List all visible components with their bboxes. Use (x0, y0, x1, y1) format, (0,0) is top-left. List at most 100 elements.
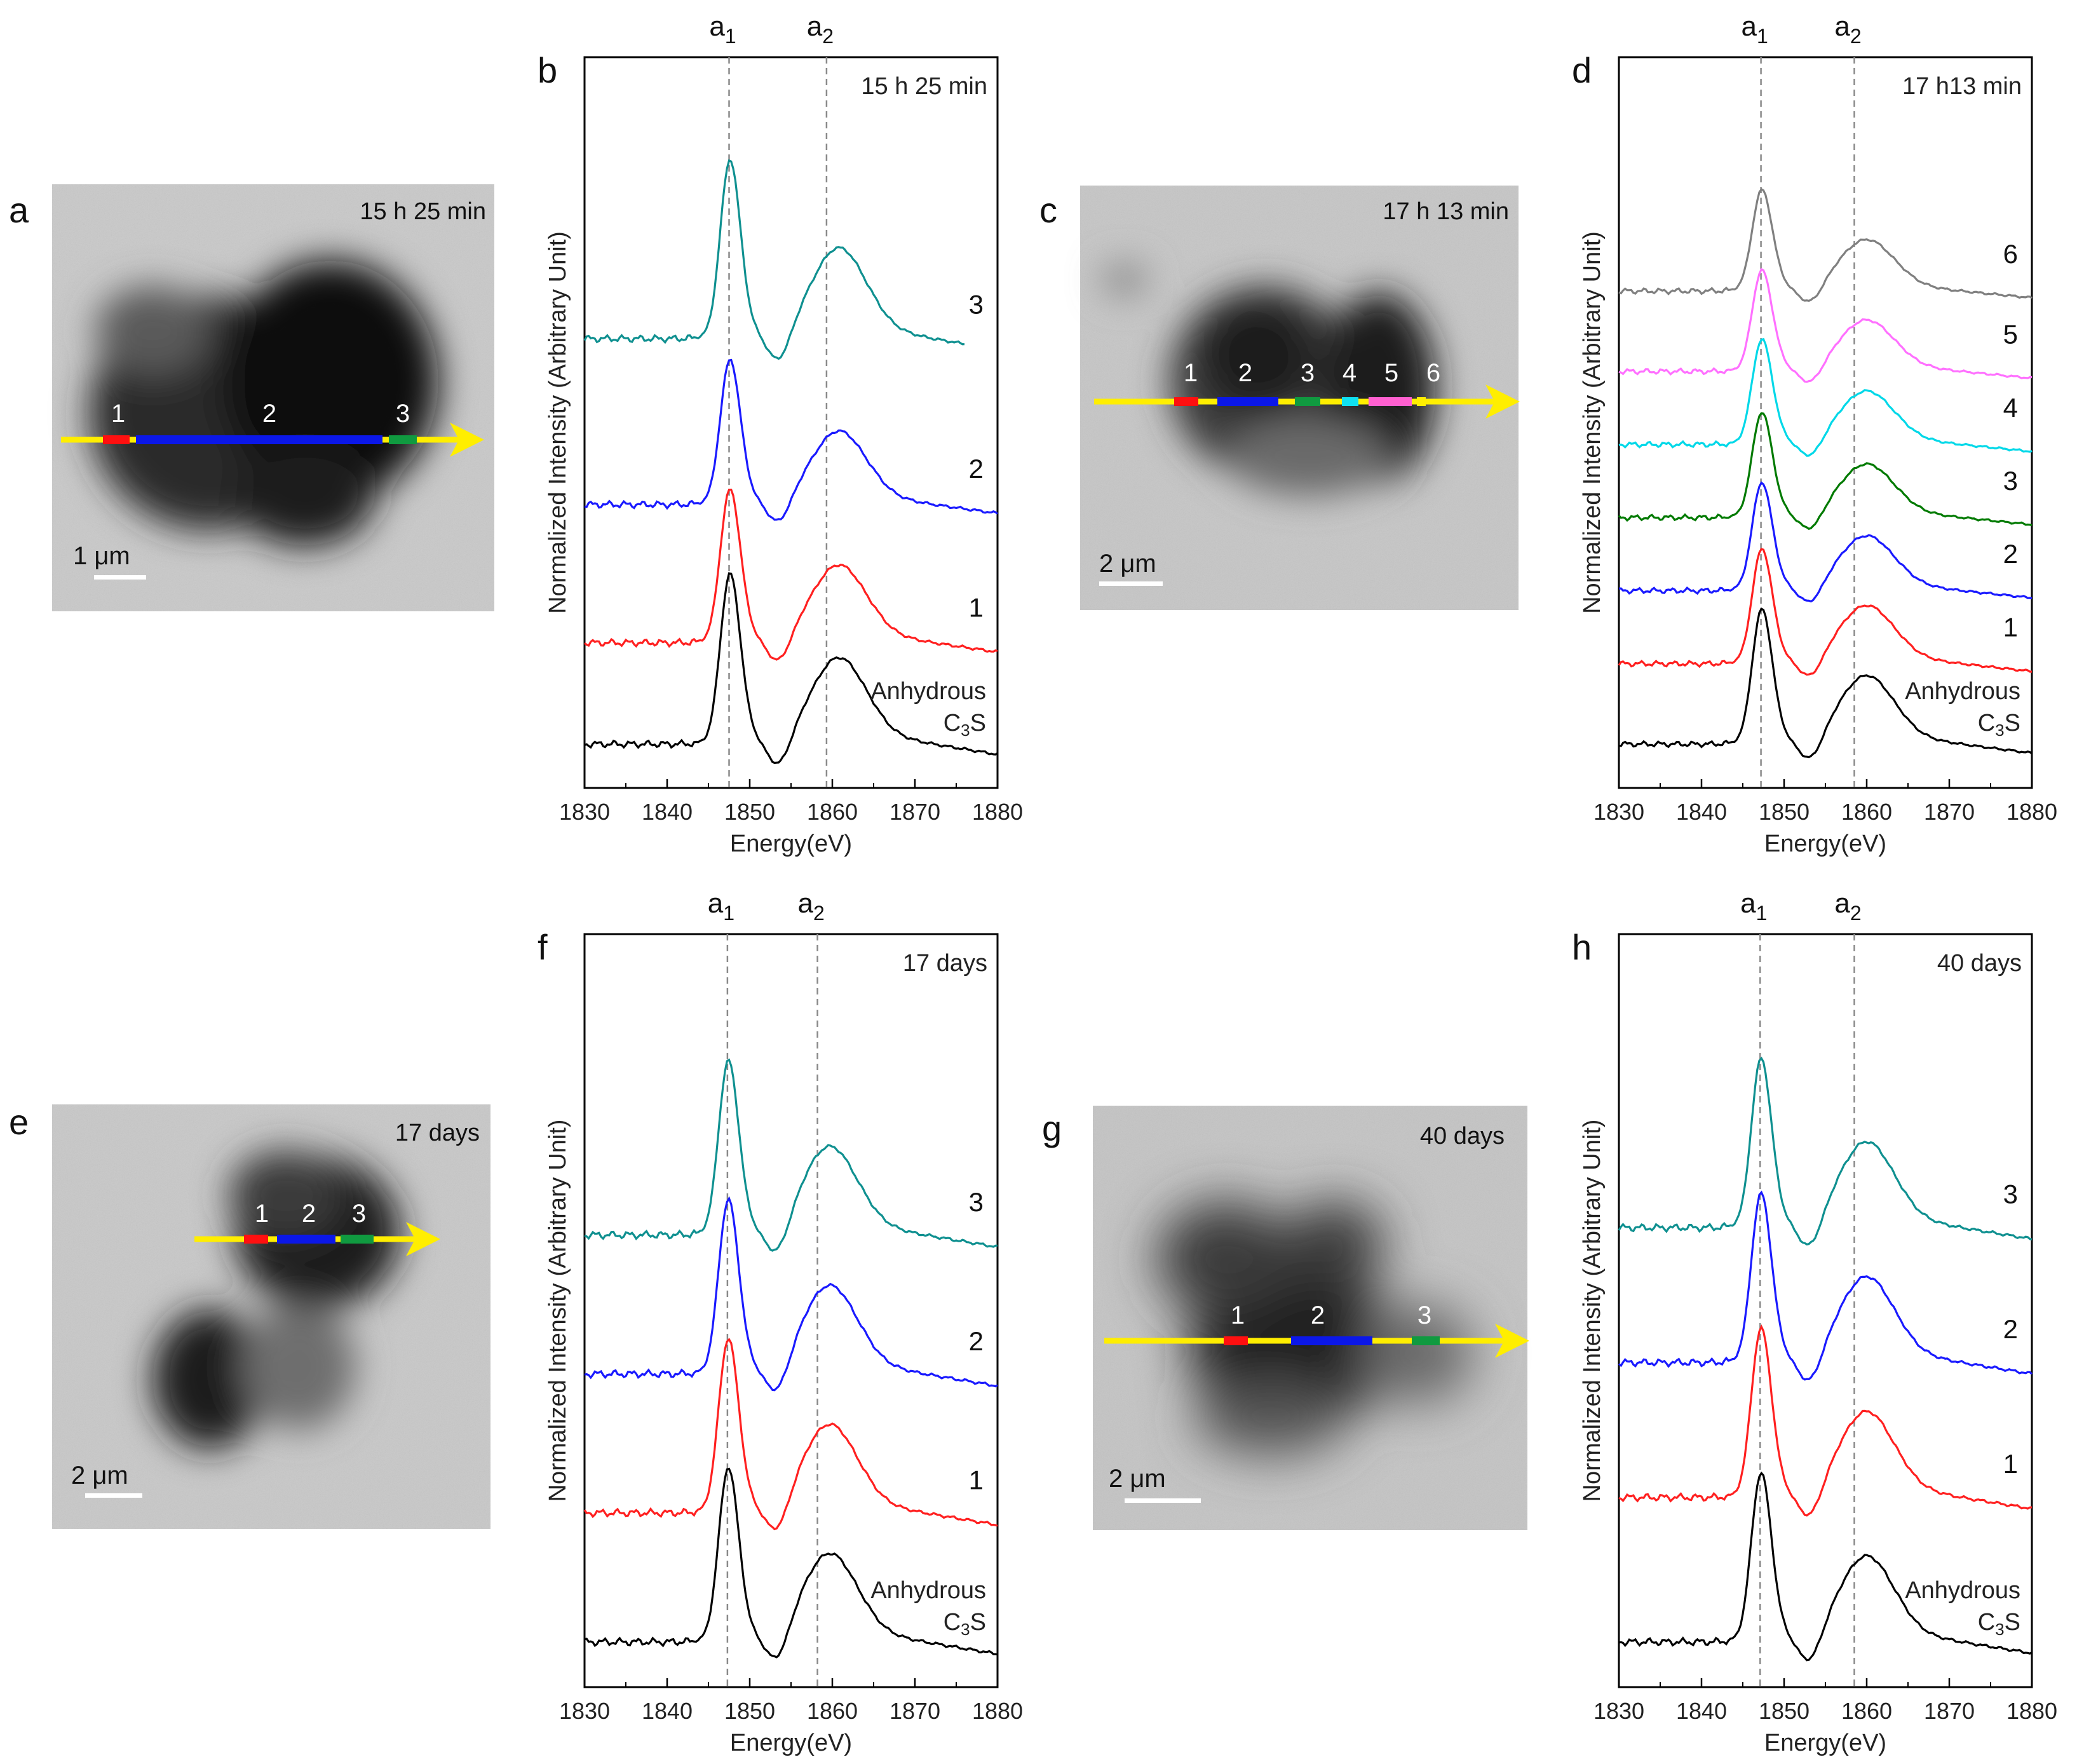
peak-label-a1: a1 (709, 11, 736, 48)
series-label-4: 4 (2003, 393, 2018, 423)
series-line-3 (1618, 1056, 2033, 1245)
series-line-2 (584, 1196, 998, 1392)
series-label-3: 3 (2003, 1179, 2018, 1209)
segment-c-3 (1295, 397, 1320, 406)
series-line-2 (1618, 1190, 2033, 1381)
reference-label-c3s: C3S (944, 1609, 986, 1639)
scale-label-e: 2 μm (71, 1462, 128, 1489)
peak-label-a1: a1 (1741, 11, 1768, 48)
series-line-1 (583, 1338, 998, 1531)
reference-label-c3s: C3S (944, 710, 986, 740)
x-tick-label-1850: 1850 (1759, 1698, 1810, 1724)
segment-e-3-label: 3 (352, 1200, 366, 1228)
spectrum-plot-f: f 17 days 1830 1840 1850 1860 1870 1880 Energy(e… (538, 888, 1023, 1756)
x-tick-label-1840: 1840 (642, 1698, 693, 1724)
plot-time-d: 17 h13 min (1902, 73, 2022, 100)
segment-a-2-label: 2 (262, 400, 276, 428)
scale-bar-g (1125, 1498, 1201, 1503)
y-axis-label-b: Normalized Intensity (Arbitrary Unit) (545, 231, 571, 614)
segment-g-3-label: 3 (1417, 1301, 1431, 1329)
panel-letter-f: f (538, 927, 548, 967)
peak-label-a2: a2 (1834, 11, 1861, 48)
plot-time-h: 40 days (1937, 950, 2022, 977)
series-label-1: 1 (2003, 613, 2018, 642)
segment-g-2-label: 2 (1311, 1301, 1325, 1329)
series-line-3 (583, 159, 965, 360)
x-tick-label-1840: 1840 (1676, 799, 1727, 825)
segment-c-5-label: 5 (1384, 359, 1398, 387)
x-tick-label-1850: 1850 (724, 1698, 775, 1724)
series-line-anhydrous (584, 1467, 998, 1659)
y-axis-label-f: Normalized Intensity (Arbitrary Unit) (545, 1120, 571, 1502)
y-axis-label-h: Normalized Intensity (Arbitrary Unit) (1579, 1120, 1606, 1502)
series-label-3: 3 (969, 290, 984, 320)
reference-label-anhydrous: Anhydrous (1905, 678, 2020, 705)
segment-c-5 (1369, 397, 1412, 406)
reference-label-anhydrous: Anhydrous (1905, 1577, 2020, 1604)
segment-c-1-label: 1 (1184, 359, 1198, 387)
segment-c-4 (1342, 397, 1358, 406)
series-line-anhydrous (1618, 607, 2033, 759)
x-tick-label-1830: 1830 (1593, 799, 1644, 825)
segment-c-6-label: 6 (1426, 359, 1440, 387)
segment-g-1 (1224, 1336, 1248, 1345)
series-label-1: 1 (969, 1465, 984, 1495)
x-tick-label-1830: 1830 (559, 799, 610, 825)
y-axis-label-d: Normalized Intensity (Arbitrary Unit) (1579, 231, 1606, 614)
scale-bar-a (94, 575, 146, 580)
series-label-2: 2 (969, 1326, 984, 1356)
x-tick-label-1870: 1870 (890, 1698, 940, 1724)
image-e-particle (152, 1150, 400, 1449)
plot-time-f: 17 days (903, 950, 987, 977)
series-label-3: 3 (2003, 466, 2018, 496)
panel-a: a 15 h 25 min 1 2 3 1 μm (9, 184, 494, 611)
series-line-anhydrous (584, 572, 998, 764)
image-g-particle (1156, 1201, 1474, 1455)
x-tick-label-1850: 1850 (1759, 799, 1810, 825)
x-tick-label-1860: 1860 (1841, 1698, 1892, 1724)
series-line-1 (1618, 1324, 2033, 1517)
peak-label-a2: a2 (807, 11, 834, 48)
segment-e-2 (277, 1235, 335, 1244)
image-c-particle (1102, 264, 1436, 496)
x-tick-label-1880: 1880 (972, 799, 1023, 825)
segment-e-2-label: 2 (302, 1200, 316, 1228)
x-tick-label-1830: 1830 (559, 1698, 610, 1724)
segment-c-3-label: 3 (1301, 359, 1315, 387)
segment-e-1-label: 1 (255, 1200, 269, 1228)
reference-label-anhydrous: Anhydrous (870, 678, 986, 705)
panel-c: c 17 h 13 min 1 2 3 4 5 6 2 μm (1039, 186, 1520, 610)
x-tick-label-1830: 1830 (1593, 1698, 1644, 1724)
series-line-2 (1618, 481, 2033, 603)
image-c-time: 17 h 13 min (1383, 198, 1509, 225)
series-label-2: 2 (2003, 1314, 2018, 1344)
panel-letter-a: a (9, 190, 29, 230)
x-tick-label-1860: 1860 (1841, 799, 1892, 825)
series-label-5: 5 (2003, 320, 2018, 349)
x-axis-label-h: Energy(eV) (1764, 1730, 1886, 1756)
x-tick-label-1880: 1880 (2006, 1698, 2057, 1724)
segment-a-1-label: 1 (111, 400, 125, 428)
panel-g: g 40 days 1 2 3 2 μm (1042, 1106, 1529, 1530)
x-tick-label-1870: 1870 (1924, 1698, 1975, 1724)
x-tick-label-1880: 1880 (972, 1698, 1023, 1724)
segment-e-3 (341, 1235, 374, 1244)
segment-g-1-label: 1 (1231, 1301, 1245, 1329)
image-e-time: 17 days (395, 1120, 480, 1146)
segment-g-3 (1412, 1336, 1440, 1345)
series-label-1: 1 (969, 592, 984, 622)
scale-label-g: 2 μm (1109, 1465, 1166, 1493)
plot-frame-f (583, 933, 999, 1688)
segment-e-1 (244, 1235, 268, 1244)
segment-a-3 (389, 435, 417, 444)
segment-g-2 (1291, 1336, 1372, 1345)
image-g-time: 40 days (1420, 1123, 1505, 1150)
series-label-3: 3 (969, 1187, 984, 1217)
x-tick-label-1880: 1880 (2006, 799, 2057, 825)
spectrum-plot-d: d 17 h13 min 1830 1840 1850 1860 1870 1880 Energ… (1572, 11, 2057, 857)
series-label-6: 6 (2003, 239, 2018, 269)
segment-c-4-label: 4 (1343, 359, 1356, 387)
reference-label-c3s: C3S (1978, 1609, 2020, 1639)
panel-letter-c: c (1039, 190, 1057, 230)
